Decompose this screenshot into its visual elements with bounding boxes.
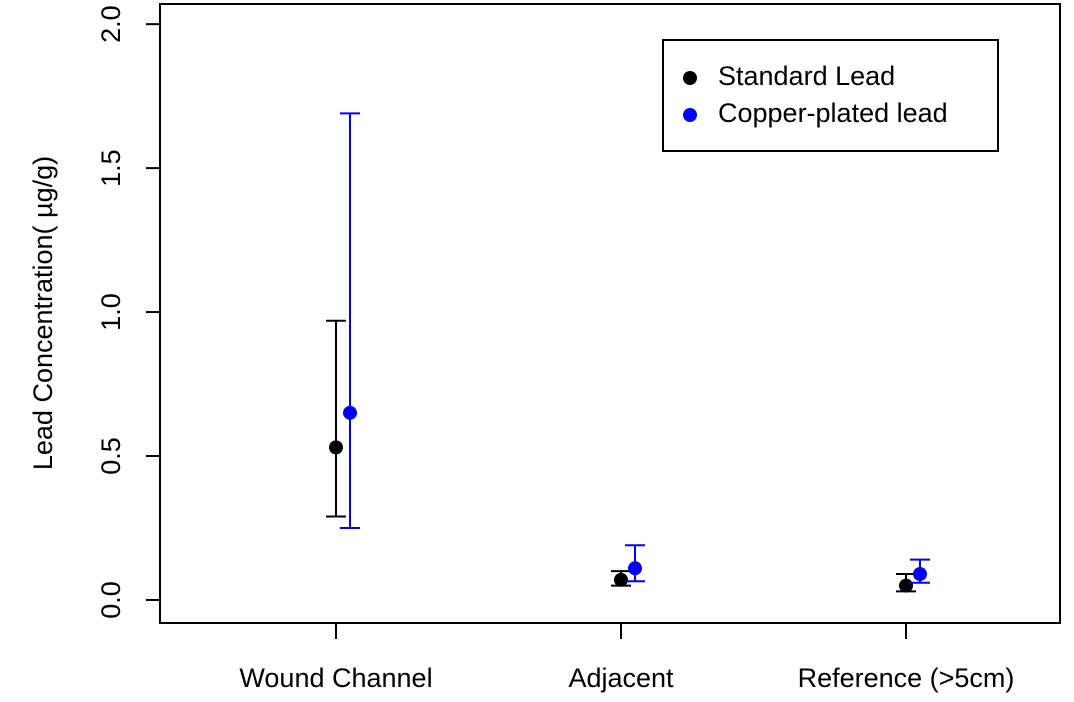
point bbox=[913, 567, 927, 582]
legend-marker bbox=[683, 71, 697, 85]
legend-label: Standard Lead bbox=[718, 61, 895, 91]
point bbox=[343, 405, 357, 420]
legend-box bbox=[662, 39, 999, 152]
point bbox=[899, 578, 913, 593]
x-tick-label: Wound Channel bbox=[239, 663, 432, 693]
y-tick-label: 1.0 bbox=[96, 293, 126, 331]
legend-marker bbox=[683, 108, 697, 122]
y-tick-label: 2.0 bbox=[96, 5, 126, 43]
error-bar bbox=[340, 112, 360, 529]
point bbox=[628, 561, 642, 576]
legend-label: Copper-plated lead bbox=[718, 98, 948, 128]
y-tick-label: 0.0 bbox=[96, 581, 126, 619]
point bbox=[329, 440, 343, 455]
error-bar bbox=[326, 319, 346, 518]
y-axis-label: Lead Concentration( µg/g) bbox=[28, 156, 58, 470]
y-tick-label: 1.5 bbox=[96, 149, 126, 187]
point bbox=[614, 572, 628, 587]
y-tick-label: 0.5 bbox=[96, 437, 126, 475]
plot-frame bbox=[159, 3, 1061, 624]
x-tick-label: Reference (>5cm) bbox=[798, 663, 1015, 693]
x-tick-label: Adjacent bbox=[568, 663, 674, 693]
